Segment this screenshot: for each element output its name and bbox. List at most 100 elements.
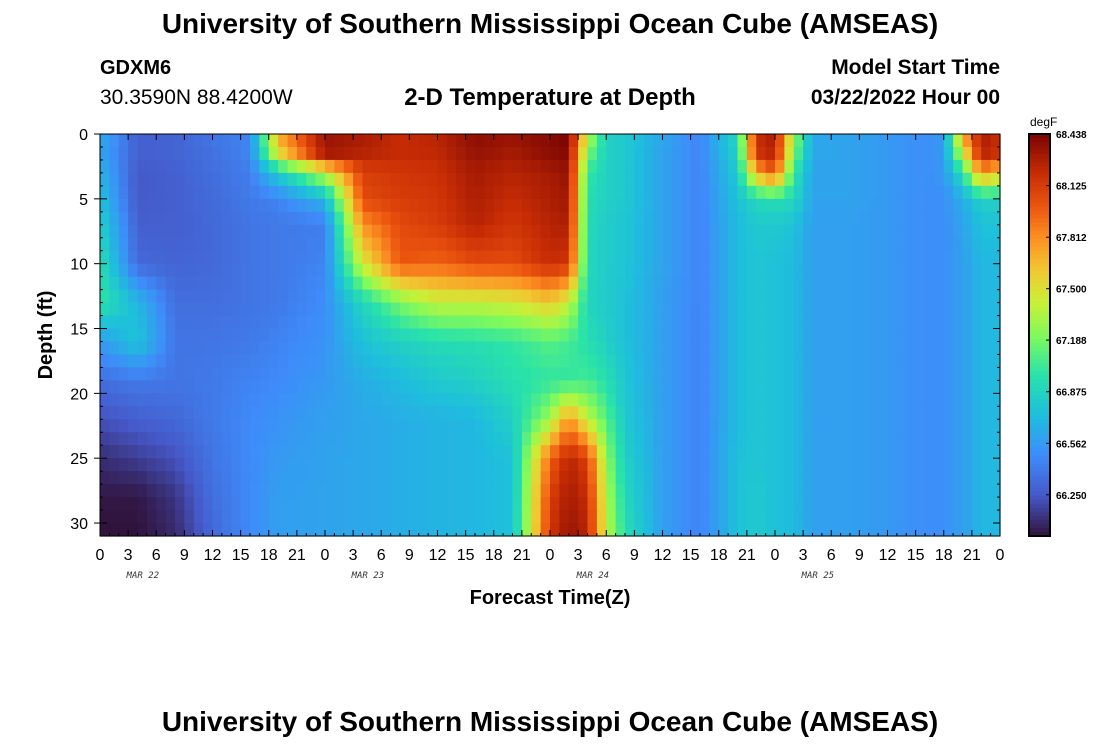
colorbar-step (1029, 463, 1050, 469)
heatmap-cell (203, 237, 214, 252)
heatmap-cell (306, 315, 317, 330)
heatmap-cell (268, 367, 279, 381)
heatmap-cell (315, 134, 326, 148)
heatmap-cell (718, 263, 729, 278)
heatmap-cell (587, 406, 598, 420)
heatmap-cell (700, 497, 710, 511)
heatmap-cell (868, 471, 879, 485)
heatmap-cell (521, 134, 532, 148)
heatmap-cell (728, 237, 739, 252)
colorbar-step (1029, 278, 1050, 284)
heatmap-cell (362, 159, 373, 174)
heatmap-cell (812, 406, 823, 420)
heatmap-cell (765, 134, 776, 148)
heatmap-cell (334, 445, 345, 459)
heatmap-cell (718, 367, 729, 381)
heatmap-cell (306, 328, 317, 343)
colorbar-step (1029, 439, 1050, 445)
heatmap-cell (315, 289, 326, 304)
heatmap-cell (259, 380, 270, 394)
heatmap-cell (681, 497, 692, 511)
heatmap-cell (821, 250, 832, 265)
heatmap-cell (325, 198, 335, 213)
heatmap-cell (859, 263, 870, 278)
y-tick-label: 0 (79, 127, 88, 144)
heatmap-cell (306, 159, 317, 174)
heatmap-cell (540, 354, 551, 369)
heatmap-cell (634, 224, 645, 239)
heatmap-cell (521, 393, 532, 407)
heatmap-cell (493, 393, 504, 407)
heatmap-cell (315, 159, 326, 174)
heatmap-cell (803, 458, 814, 472)
heatmap-cell (850, 458, 860, 472)
heatmap-cell (700, 224, 710, 239)
heatmap-cell (362, 471, 373, 485)
heatmap-cell (634, 250, 645, 265)
heatmap-cell (203, 380, 214, 394)
heatmap-cell (156, 419, 167, 433)
heatmap-cell (100, 302, 110, 317)
colorbar-step (1029, 186, 1050, 191)
heatmap-cell (175, 211, 185, 226)
heatmap-cell (465, 289, 476, 304)
heatmap-cell (756, 211, 767, 226)
heatmap-cell (259, 328, 270, 343)
heatmap-cell (868, 250, 879, 265)
heatmap-cell (606, 250, 617, 265)
heatmap-cell (137, 134, 148, 148)
heatmap-cell (165, 276, 176, 291)
heatmap-cell (446, 185, 457, 200)
heatmap-cell (353, 445, 364, 459)
heatmap-cell (287, 159, 298, 174)
heatmap-cell (446, 497, 457, 511)
heatmap-cell (681, 380, 692, 394)
heatmap-cell (343, 341, 354, 356)
heatmap-cell (512, 146, 523, 161)
heatmap-cell (906, 172, 917, 187)
heatmap-cell (718, 523, 729, 537)
heatmap-cell (371, 458, 382, 472)
heatmap-cell (868, 315, 879, 330)
heatmap-cell (868, 224, 879, 239)
heatmap-cell (568, 354, 579, 369)
heatmap-cell (400, 354, 410, 369)
heatmap-cell (165, 159, 176, 174)
heatmap-cell (756, 159, 767, 174)
heatmap-cell (540, 134, 551, 148)
heatmap-cell (428, 276, 439, 291)
heatmap-cell (868, 523, 879, 537)
heatmap-cell (990, 341, 1001, 356)
heatmap-cell (971, 432, 982, 446)
heatmap-cell (746, 237, 757, 252)
heatmap-cell (700, 211, 710, 226)
heatmap-cell (400, 185, 410, 200)
heatmap-cell (812, 510, 823, 524)
heatmap-cell (362, 393, 373, 407)
heatmap-cell (615, 523, 626, 537)
heatmap-cell (831, 367, 842, 381)
heatmap-cell (137, 484, 148, 498)
heatmap-cell (371, 315, 382, 330)
heatmap-cell (793, 380, 804, 394)
heatmap-cell (325, 302, 335, 317)
heatmap-cell (634, 172, 645, 187)
heatmap-cell (634, 419, 645, 433)
heatmap-cell (306, 211, 317, 226)
heatmap-cell (578, 497, 589, 511)
heatmap-cell (821, 445, 832, 459)
heatmap-cell (137, 146, 148, 161)
heatmap-cell (531, 497, 542, 511)
heatmap-cell (953, 237, 964, 252)
x-tick-label: 9 (405, 547, 414, 564)
heatmap-cell (343, 419, 354, 433)
heatmap-cell (765, 510, 776, 524)
heatmap-cell (278, 445, 289, 459)
heatmap-cell (784, 354, 795, 369)
heatmap-cell (100, 523, 110, 537)
heatmap-cell (728, 354, 739, 369)
heatmap-cell (737, 250, 748, 265)
heatmap-cell (662, 341, 673, 356)
heatmap-cell (906, 484, 917, 498)
heatmap-cell (400, 159, 410, 174)
